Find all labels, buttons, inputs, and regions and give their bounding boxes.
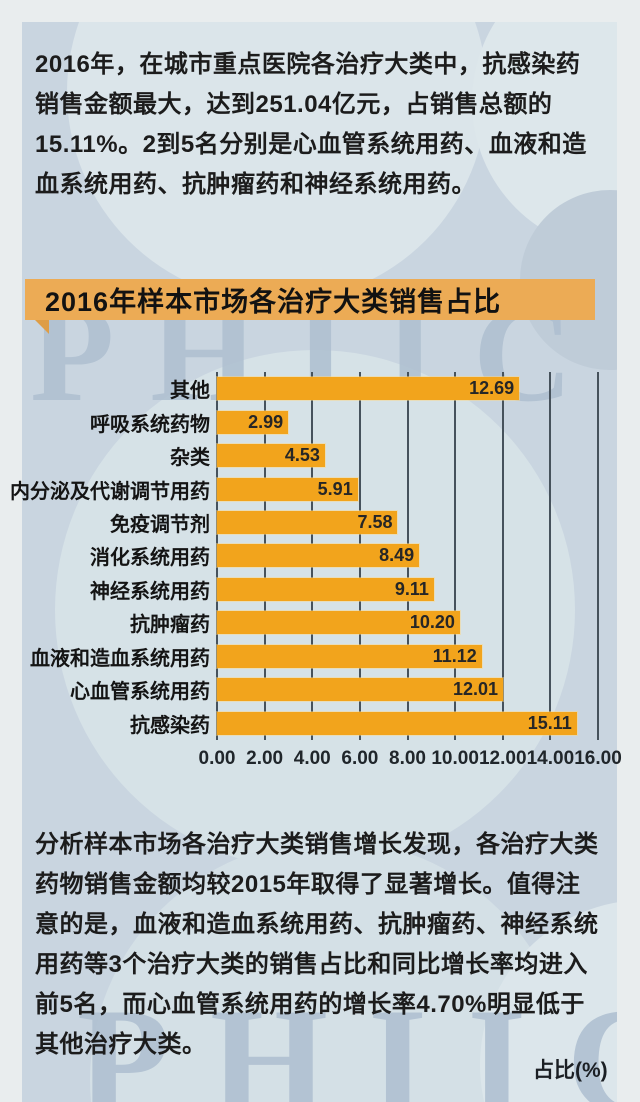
bar-row: 5.91 xyxy=(217,472,598,505)
gridline xyxy=(549,372,552,740)
bar-row: 11.12 xyxy=(217,640,598,673)
x-tick-label: 8.00 xyxy=(389,748,426,769)
bar-value-label: 2.99 xyxy=(248,411,284,432)
bar-value-label: 4.53 xyxy=(284,445,320,466)
chart-title: 2016年样本市场各治疗大类销售占比 xyxy=(45,287,502,317)
bar-value-label: 15.11 xyxy=(527,712,572,733)
x-tick-label: 16.00 xyxy=(574,748,622,769)
x-tick-label: 12.00 xyxy=(478,748,527,769)
bar-row: 12.69 xyxy=(217,372,598,405)
bar: 8.49 xyxy=(217,544,420,568)
x-tick-label: 10.00 xyxy=(431,748,479,769)
bar-row: 9.11 xyxy=(217,573,598,606)
intro-paragraph: 2016年，在城市重点医院各治疗大类中，抗感染药 销售金额最大，达到251.04… xyxy=(35,51,587,198)
bar: 15.11 xyxy=(217,711,577,735)
x-tick-label: 6.00 xyxy=(341,748,379,769)
category-label: 血液和造血系统用药 xyxy=(30,647,210,670)
chart-plot-area: 12.69 2.99 4.53 5.91 7.58 8.49 9.11 10.20 11.12 1… xyxy=(216,372,599,740)
chart-x-axis: 0.00 2.00 4.00 6.00 8.00 10.00 12.00 14.00 16.00 xyxy=(199,742,622,772)
bar-value-label: 12.01 xyxy=(452,679,498,700)
bar-value-label: 11.12 xyxy=(432,645,477,666)
category-label: 呼吸系统药物 xyxy=(90,413,210,436)
watermark-circle xyxy=(55,350,575,870)
x-tick-label: 4.00 xyxy=(293,748,331,769)
sales-share-bar-chart: 其他呼吸系统药物杂类内分泌及代谢调节用药免疫调节剂消化系统用药 神经系统用药抗肿瘤… xyxy=(0,372,640,1082)
bar: 7.58 xyxy=(217,511,398,535)
chart-rows: 12.69 2.99 4.53 5.91 7.58 8.49 9.11 10.20 11.12 1… xyxy=(217,372,598,740)
bar: 9.11 xyxy=(217,577,434,601)
category-label: 抗肿瘤药 xyxy=(130,614,210,637)
bar-row: 7.58 xyxy=(217,506,598,539)
x-axis-unit-label: 占比(%) xyxy=(533,1059,608,1082)
bar: 11.12 xyxy=(217,644,482,668)
bar: 12.01 xyxy=(217,678,503,702)
category-label: 心血管系统用药 xyxy=(70,681,210,704)
bar-value-label: 12.69 xyxy=(469,378,515,399)
analysis-paragraph: 分析样本市场各治疗大类销售增长发现，各治疗大类 药物销售金额均较2015年取得了… xyxy=(35,831,599,1058)
gridline xyxy=(501,372,504,740)
category-label: 免疫调节剂 xyxy=(110,514,210,537)
bar-row: 2.99 xyxy=(217,405,598,438)
bar: 10.20 xyxy=(217,611,460,635)
chart-title-banner: 2016年样本市场各治疗大类销售占比 xyxy=(25,279,595,334)
bar-value-label: 8.49 xyxy=(379,545,415,566)
phiic-watermark: PHIIC xyxy=(77,977,617,1102)
category-label: 杂类 xyxy=(170,447,210,470)
bar-value-label: 10.20 xyxy=(409,612,455,633)
x-tick-label: 0.00 xyxy=(198,748,236,769)
category-label: 内分泌及代谢调节用药 xyxy=(10,480,210,503)
bar-row: 8.49 xyxy=(217,539,598,572)
bar-row: 10.20 xyxy=(217,606,598,639)
bar: 2.99 xyxy=(217,410,289,434)
bar-row: 12.01 xyxy=(217,673,598,706)
category-label: 抗感染药 xyxy=(130,714,210,737)
x-tick-label: 14.00 xyxy=(526,748,575,769)
bar-value-label: 7.58 xyxy=(357,512,393,533)
category-label: 神经系统用药 xyxy=(90,580,210,603)
bar-value-label: 9.11 xyxy=(394,578,429,599)
bar-value-label: 5.91 xyxy=(317,478,353,499)
bar-row: 4.53 xyxy=(217,439,598,472)
bar: 5.91 xyxy=(217,477,358,501)
gridline xyxy=(597,372,599,740)
category-label: 消化系统用药 xyxy=(90,547,210,570)
category-label: 其他 xyxy=(170,380,210,403)
bar: 12.69 xyxy=(217,377,520,401)
bar: 4.53 xyxy=(217,444,325,468)
x-tick-label: 2.00 xyxy=(246,748,284,769)
bar-row: 15.11 xyxy=(217,707,598,740)
banner-ribbon-tail xyxy=(35,320,49,334)
gridline xyxy=(454,372,457,740)
chart-category-labels: 其他呼吸系统药物杂类内分泌及代谢调节用药免疫调节剂消化系统用药 神经系统用药抗肿瘤… xyxy=(0,372,210,740)
